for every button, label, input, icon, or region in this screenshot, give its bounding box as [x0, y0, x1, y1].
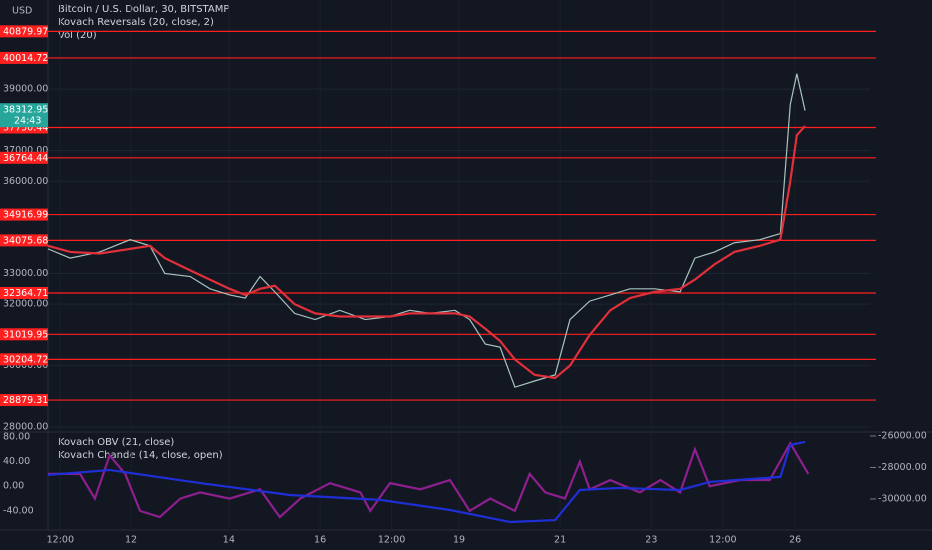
level-label-box: [0, 328, 48, 341]
currency: USD: [12, 6, 32, 17]
level-label-box: [0, 234, 48, 247]
level-label: 31019.95: [3, 329, 48, 340]
y-tick-label: 33000.00: [3, 268, 48, 279]
level-label: 40879.97: [3, 26, 48, 37]
series-line: [47, 125, 806, 380]
level-label-box: [0, 286, 48, 299]
series-line: [48, 440, 810, 519]
x-tick-label: 12:00: [709, 535, 736, 546]
level-label-box: [0, 51, 48, 64]
y-tick-label: 40.00: [3, 456, 30, 467]
last-price: 38312.95: [3, 105, 48, 116]
last-price-box: [0, 103, 48, 128]
x-tick-label: 16: [314, 535, 326, 546]
level-label-box: [0, 25, 48, 38]
level-label: 28879.31: [3, 395, 48, 406]
x-tick-label: 12:00: [378, 535, 405, 546]
x-tick-label: 14: [223, 535, 235, 546]
level-label: 30204.72: [3, 354, 48, 365]
x-tick-label: 12:00: [47, 535, 74, 546]
x-tick-label: 23: [645, 535, 657, 546]
level-label-box: [0, 208, 48, 221]
level-label: 37750.44: [3, 122, 48, 133]
y-tick-label: 28000.00: [3, 422, 48, 433]
level-label: 40014.72: [3, 53, 48, 64]
level-label-box: [0, 394, 48, 407]
y-tick-label: 32000.00: [3, 299, 48, 310]
y-tick-label: 0.00: [3, 481, 24, 492]
level-label: 34916.99: [3, 210, 48, 221]
indicator: Vol (20): [58, 30, 97, 41]
x-tick-label: 19: [453, 535, 465, 546]
y-tick-label: 30000.00: [3, 360, 48, 371]
x-tick-label: 26: [789, 535, 801, 546]
chart-title: Bitcoin / U.S. Dollar, 30, BITSTAMP: [58, 4, 229, 15]
x-tick-label: 12: [125, 535, 137, 546]
indicator: Kovach OBV (21, close): [58, 437, 174, 448]
y-tick-label: 37000.00: [3, 145, 48, 156]
countdown: 24:43: [14, 116, 41, 127]
series-line: [47, 440, 806, 524]
y-tick-label: 39000.00: [3, 84, 48, 95]
y-tick-label: 36000.00: [3, 176, 48, 187]
y2-tick-label: -26000.00: [878, 430, 927, 441]
y2-tick-label: -28000.00: [878, 462, 927, 473]
y-tick-label: 80.00: [3, 431, 30, 442]
x-tick-label: 21: [554, 535, 566, 546]
level-label-box: [0, 151, 48, 164]
level-label-box: [0, 353, 48, 366]
level-label: 36764.44: [3, 153, 48, 164]
indicator: Kovach Chande (14, close, open): [58, 450, 223, 461]
y2-tick-label: -30000.00: [878, 493, 927, 504]
indicator: Kovach Reversals (20, close, 2): [58, 17, 214, 28]
level-label: 32364.71: [3, 288, 48, 299]
level-label: 34075.68: [3, 235, 48, 246]
y-tick-label: -40.00: [3, 505, 34, 516]
